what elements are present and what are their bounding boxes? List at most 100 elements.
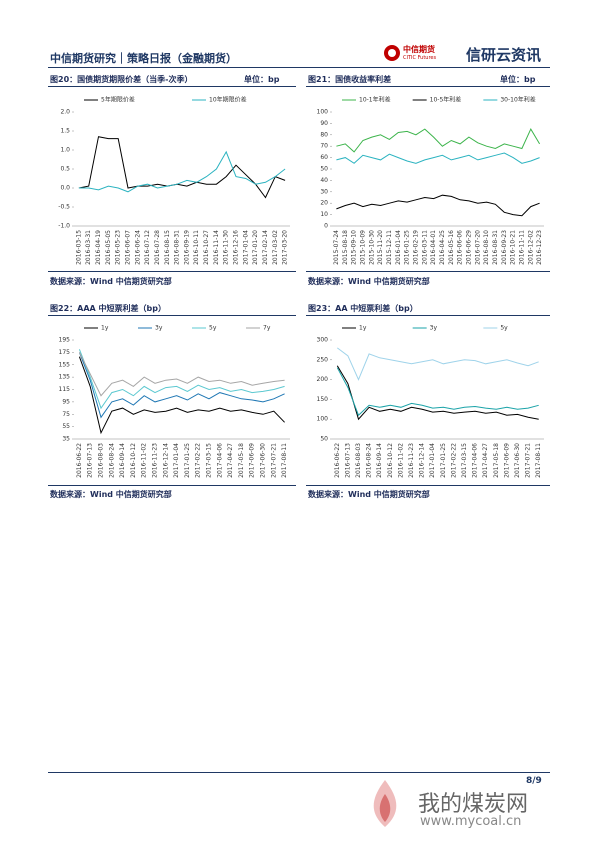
x-tick-label: 2017-05-18 (493, 443, 500, 478)
x-tick-label: 2017-04-27 (482, 443, 489, 478)
x-tick-label: 2016-11-02 (397, 443, 404, 478)
x-tick-label: 2016-05-23 (115, 230, 122, 265)
x-tick-label: 2017-04-06 (472, 443, 479, 478)
x-tick-label: 2016-08-10 (483, 230, 490, 265)
x-tick-label: 2017-04-27 (227, 443, 234, 478)
y-tick-label: 95 (62, 398, 70, 405)
x-tick-label: 2017-04-06 (216, 443, 223, 478)
y-tick-label: 55 (62, 423, 70, 430)
x-tick-label: 2016-12-14 (419, 443, 426, 478)
x-tick-label: 2016-11-23 (408, 443, 415, 478)
legend-label: 10-1年利差 (359, 96, 391, 104)
figure-caption: 图23：AA 中短票利差（bp） (308, 304, 418, 313)
x-tick-label: 2017-03-20 (282, 230, 289, 265)
y-tick-label: 175 (59, 349, 71, 356)
y-tick-label: -0.5 (58, 204, 70, 211)
x-tick-label: 2016-07-13 (344, 443, 351, 478)
x-tick-label: 2016-10-12 (130, 443, 137, 478)
y-tick-label: 50 (320, 436, 328, 443)
x-tick-label: 2016-10-12 (387, 443, 394, 478)
x-tick-label: 2017-01-25 (440, 443, 447, 478)
x-tick-label: 2015-10-30 (368, 230, 375, 265)
x-tick-label: 2016-09-23 (501, 230, 508, 265)
y-tick-label: 200 (317, 376, 329, 383)
x-tick-label: 2015-11-20 (377, 230, 384, 265)
x-tick-label: 2016-06-06 (457, 230, 464, 265)
source-rule (48, 485, 296, 486)
y-tick-label: 20 (320, 200, 328, 207)
x-tick-label: 2017-02-22 (195, 443, 202, 478)
x-tick-label: 2017-02-22 (450, 443, 457, 478)
y-tick-label: 70 (320, 143, 328, 150)
x-tick-label: 2016-11-11 (518, 230, 525, 265)
x-tick-label: 2015-07-24 (333, 230, 340, 265)
watermark-logo (373, 780, 397, 827)
x-tick-label: 2017-07-21 (270, 443, 277, 478)
series-line (78, 136, 286, 199)
x-tick-label: 2016-08-24 (108, 443, 115, 478)
y-tick-label: 35 (62, 436, 70, 443)
x-tick-label: 2016-07-13 (87, 443, 94, 478)
brand: 信研云资讯 (466, 46, 542, 64)
series-line (78, 356, 285, 435)
series-line (78, 349, 285, 410)
x-tick-label: 2017-08-11 (281, 443, 288, 478)
x-tick-label: 2017-07-21 (525, 443, 532, 478)
x-tick-label: 2017-03-15 (206, 443, 213, 478)
x-tick-label: 2016-12-02 (527, 230, 534, 265)
series-line (78, 352, 285, 397)
y-tick-label: 300 (317, 337, 329, 344)
chart: -1.0 -0.5 0.0 0.5 1.0 1.5 2.0 2016-03-15 2016-03… (58, 96, 290, 265)
x-tick-label: 2016-03-11 (421, 230, 428, 265)
series-line (337, 347, 539, 381)
x-tick-label: 2017-06-30 (514, 443, 521, 478)
series-line (336, 152, 540, 164)
y-tick-label: 135 (59, 374, 71, 381)
y-tick-label: 150 (317, 396, 329, 403)
y-tick-label: 100 (317, 416, 329, 423)
watermark-url: www.mycoal.cn (420, 814, 522, 829)
legend-label: 3y (430, 325, 438, 332)
x-tick-label: 2016-06-24 (134, 230, 141, 265)
x-tick-label: 2016-05-05 (105, 230, 112, 265)
x-tick-label: 2016-12-16 (233, 230, 240, 265)
x-tick-label: 2017-06-30 (260, 443, 267, 478)
x-tick-label: 2017-01-20 (252, 230, 259, 265)
x-tick-label: 2016-03-15 (75, 230, 82, 265)
figure-caption: 图21：国债收益率利差 (308, 75, 392, 84)
y-tick-label: 10 (320, 211, 328, 218)
x-tick-label: 2016-07-28 (154, 230, 161, 265)
legend-label: 7y (263, 325, 271, 332)
caption-rule (48, 86, 296, 87)
legend-label: 10年期限价差 (209, 96, 247, 104)
x-tick-label: 2015-12-11 (386, 230, 393, 265)
unit: 单位：bp (500, 75, 536, 84)
figure-caption: 图20：国债期货期限价差（当季-次季） (50, 75, 193, 84)
series-line (336, 365, 539, 421)
x-tick-label: 2016-05-16 (448, 230, 455, 265)
y-tick-label: 100 (317, 109, 329, 116)
x-tick-label: 2016-07-20 (474, 230, 481, 265)
y-tick-label: 1.0 (60, 147, 70, 154)
chart: 50 100 150 200 250 300 2016-06-22 2016-07-13 201… (317, 325, 544, 478)
page-number: 8/9 (526, 776, 542, 786)
logo-icon (384, 45, 400, 61)
x-tick-label: 2017-06-09 (249, 443, 256, 478)
x-tick-label: 2016-04-01 (430, 230, 437, 265)
x-tick-label: 2017-01-04 (173, 443, 180, 478)
source: 数据来源：Wind 中信期货研究部 (50, 490, 172, 499)
x-tick-label: 2016-08-15 (164, 230, 171, 265)
x-tick-label: 2016-11-02 (141, 443, 148, 478)
source: 数据来源：Wind 中信期货研究部 (308, 490, 430, 499)
x-tick-label: 2016-02-19 (412, 230, 419, 265)
chart: 35 55 75 95 115 135 155 175 195 2016-06-22 2016-07… (59, 325, 290, 478)
x-tick-label: 2016-11-30 (223, 230, 230, 265)
source: 数据来源：Wind 中信期货研究部 (50, 277, 172, 286)
x-tick-label: 2017-03-15 (461, 443, 468, 478)
x-tick-label: 2017-01-04 (429, 443, 436, 478)
x-tick-label: 2016-09-14 (119, 443, 126, 478)
series-line (336, 128, 541, 153)
x-tick-label: 2016-08-31 (492, 230, 499, 265)
series-line (78, 352, 285, 419)
